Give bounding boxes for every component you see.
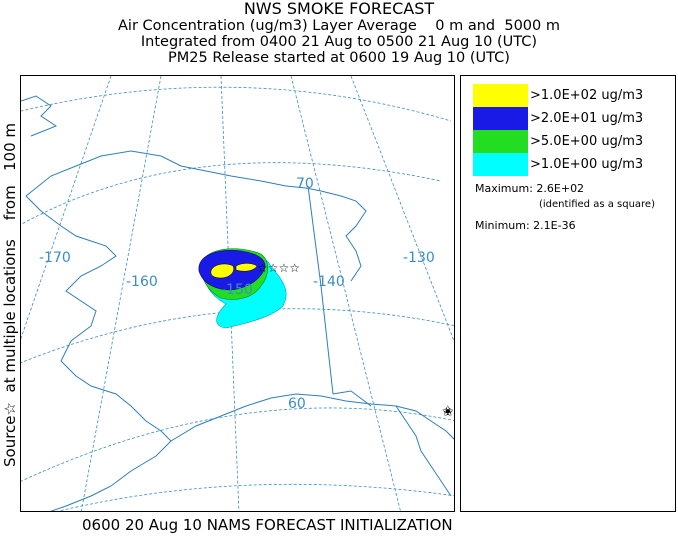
maximum-value: Maximum: 2.6E+02 (475, 182, 585, 195)
border-line-south (332, 390, 372, 407)
legend-label: >1.0E+02 ug/m3 (530, 88, 644, 103)
source-star-icon: ✬ (442, 404, 454, 420)
lon-line-140 (290, 76, 401, 511)
maximum-note: (identified as a square) (539, 199, 655, 210)
source-markers: ☆☆☆☆ ✬ (257, 261, 454, 420)
concentration-subtitle: Air Concentration (ug/m3) Layer Average … (118, 18, 560, 34)
lat-line-75 (21, 86, 452, 122)
lon-line-160 (80, 76, 162, 511)
yellow-contour (210, 263, 234, 279)
lon-label-170: -170 (39, 250, 71, 266)
legend-item-yellow: >1.0E+02 ug/m3 (473, 84, 643, 107)
lat-line-55 (57, 483, 454, 511)
coast-gulf (170, 393, 454, 442)
legend-item-cyan: >1.0E+00 ug/m3 (473, 153, 643, 176)
coast-canada (320, 190, 367, 282)
smoke-map: ☆☆☆☆ ✬ 70 60 -170 -160 -140 -130 -150 (20, 75, 455, 512)
integration-period: Integrated from 0400 21 Aug to 0500 21 A… (140, 34, 538, 50)
legend-label: >1.0E+00 ug/m3 (530, 157, 644, 172)
legend-swatch (473, 130, 528, 153)
yellow-contour-east (235, 263, 258, 272)
lat-label-60: 60 (288, 396, 306, 412)
legend-label: >2.0E+01 ug/m3 (530, 111, 644, 126)
lon-label-130: -130 (403, 250, 435, 266)
coast-north-slope (25, 150, 322, 197)
source-side-label: Source☆ at multiple locations from 100 m (0, 75, 19, 515)
legend-swatch (473, 153, 528, 176)
legend-item-blue: >2.0E+01 ug/m3 (473, 107, 643, 130)
legend-panel: >1.0E+02 ug/m3 >2.0E+01 ug/m3 >5.0E+00 u… (460, 75, 676, 512)
coast-chukotka (21, 95, 58, 137)
lat-label-70: 70 (296, 176, 314, 192)
minimum-value: Minimum: 2.1E-36 (475, 219, 576, 232)
lon-label-150: -150 (221, 282, 253, 298)
coastline (21, 95, 454, 511)
forecast-initialization: 0600 20 Aug 10 NAMS FORECAST INITIALIZAT… (82, 516, 453, 534)
lon-line-150 (220, 76, 240, 511)
source-star-icon: ☆☆☆☆ (257, 261, 300, 275)
legend-label: >5.0E+00 ug/m3 (530, 134, 644, 149)
legend-swatch (473, 107, 528, 130)
source-side-label-text: Source☆ at multiple locations from 100 m (0, 123, 19, 467)
lon-label-160: -160 (126, 274, 158, 290)
lon-label-140: -140 (313, 274, 345, 290)
lon-line-170 (21, 76, 112, 340)
coast-west (25, 195, 172, 511)
lat-line-70 (21, 162, 442, 225)
title-block: NWS SMOKE FORECAST Air Concentration (ug… (0, 0, 678, 66)
border-line (307, 185, 334, 395)
lat-line-60 (21, 407, 454, 482)
legend-swatch (473, 84, 528, 107)
coast-panhandle (395, 405, 452, 497)
lon-line-130 (350, 76, 454, 342)
map-canvas: ☆☆☆☆ ✬ 70 60 -170 -160 -140 -130 -150 (21, 76, 454, 511)
forecast-title: NWS SMOKE FORECAST (243, 0, 435, 18)
release-info: PM25 Release started at 0600 19 Aug 10 (… (168, 50, 510, 66)
legend-item-green: >5.0E+00 ug/m3 (473, 130, 643, 153)
smoke-plume (198, 248, 287, 329)
